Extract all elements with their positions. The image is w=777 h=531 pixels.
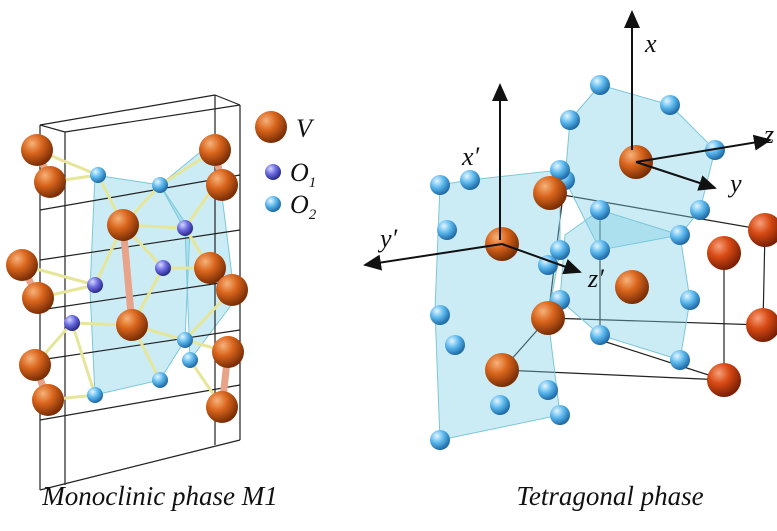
o2-atom <box>430 305 450 325</box>
o2-atom <box>437 220 457 240</box>
legend-label: O2 <box>290 190 317 223</box>
v-atom <box>21 134 53 166</box>
o2-atom <box>152 372 168 388</box>
v-atom <box>116 309 148 341</box>
o2-atom <box>538 380 558 400</box>
legend-v-sphere <box>255 111 287 143</box>
cell-edge <box>40 95 215 125</box>
v-atom <box>206 169 238 201</box>
axis-label: z <box>763 120 774 149</box>
v-atom <box>34 166 66 198</box>
v-atom <box>748 213 777 247</box>
v-atom <box>707 363 741 397</box>
cell-edge <box>40 125 65 132</box>
caption: Tetragonal phase <box>516 481 703 511</box>
o2-atom <box>87 387 103 403</box>
legend-o1-sphere <box>265 164 281 180</box>
o2-atom <box>590 325 610 345</box>
o2-atom <box>445 335 465 355</box>
o2-atom <box>460 170 480 190</box>
v-atom <box>216 274 248 306</box>
o2-atom <box>690 200 710 220</box>
o1-atom <box>177 220 193 236</box>
v-atom <box>206 391 238 423</box>
o2-atom <box>490 395 510 415</box>
axis-label: y′ <box>377 224 398 253</box>
axis-label: y <box>727 169 742 198</box>
v-atom <box>199 134 231 166</box>
v-atom <box>485 353 519 387</box>
figure: V O1 O2 x y z x′ y′ z′ Monoclinic phase … <box>0 0 777 531</box>
legend-label-sub: 2 <box>309 207 317 223</box>
legend-label-main: O <box>290 190 309 219</box>
v-atom <box>107 209 139 241</box>
legend-label: V <box>296 114 315 143</box>
v-atom <box>32 384 64 416</box>
v-atom <box>531 301 565 335</box>
o2-atom <box>430 430 450 450</box>
legend-o2-sphere <box>265 196 281 212</box>
axis-label: x′ <box>461 142 480 171</box>
axis-label: z′ <box>587 264 604 293</box>
o2-atom <box>660 95 680 115</box>
v-atom <box>707 236 741 270</box>
v-atom <box>6 249 38 281</box>
o2-atom <box>152 177 168 193</box>
legend-label: O1 <box>290 158 316 191</box>
o2-atom <box>590 75 610 95</box>
legend-label-main: O <box>290 158 309 187</box>
v-atom <box>746 308 777 342</box>
v-atom <box>212 336 244 368</box>
o2-atom <box>590 240 610 260</box>
o2-atom <box>182 352 198 368</box>
o2-atom <box>670 350 690 370</box>
legend-label-sub: 1 <box>309 175 317 191</box>
o1-atom <box>87 277 103 293</box>
v-atom <box>615 270 649 304</box>
v-atom <box>533 176 567 210</box>
legend: V O1 O2 <box>255 111 317 223</box>
bond <box>72 323 95 395</box>
cell-edge <box>215 95 240 105</box>
cell-edge <box>65 105 240 132</box>
o2-atom <box>590 200 610 220</box>
o2-atom <box>670 225 690 245</box>
o1-atom <box>155 260 171 276</box>
o2-atom <box>430 175 450 195</box>
o2-atom <box>680 290 700 310</box>
v-atom <box>22 282 54 314</box>
axis-label: x <box>644 29 657 58</box>
o2-atom <box>90 167 106 183</box>
o2-atom <box>550 240 570 260</box>
caption: Monoclinic phase M1 <box>41 481 277 511</box>
o1-atom <box>64 315 80 331</box>
o2-atom <box>560 110 580 130</box>
o2-atom <box>550 405 570 425</box>
o2-atom <box>177 332 193 348</box>
v-atom <box>19 349 51 381</box>
